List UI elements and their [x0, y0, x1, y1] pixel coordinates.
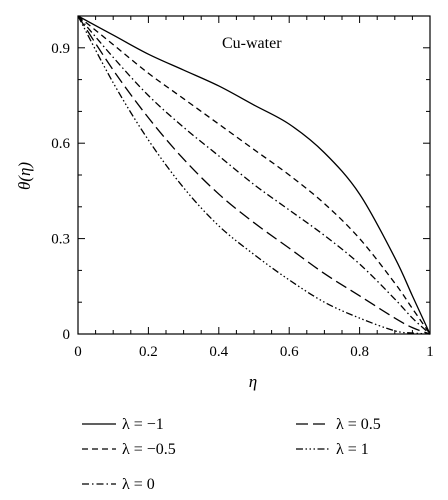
series-line-1: [77, 15, 431, 335]
legend: λ = −1 λ = −0.5 λ = 0 λ = 0.5 λ = 1: [82, 416, 381, 493]
x-tick-label: 0.4: [209, 344, 228, 360]
y-tick-label: 0: [63, 327, 71, 343]
chart-annotation: Cu-water: [222, 35, 282, 52]
x-tick-label: 0.6: [280, 344, 299, 360]
plot-frame: [77, 15, 431, 335]
x-tick-label: 0: [74, 344, 82, 360]
y-tick-label: 0.3: [51, 232, 70, 248]
x-tick-label: 1: [426, 344, 434, 360]
legend-label-2: λ = −0.5: [122, 441, 176, 458]
legend-label-5: λ = 1: [336, 441, 369, 458]
y-axis-label: θ(η): [15, 162, 34, 190]
x-tick-label: 0.2: [139, 344, 158, 360]
plot-layer: [77, 15, 431, 335]
legend-label-4: λ = 0.5: [336, 416, 381, 433]
series-line-2: [77, 15, 431, 335]
y-tick-label: 0.6: [51, 136, 70, 152]
series-line-3: [77, 15, 431, 335]
series-line-5: [77, 15, 431, 335]
legend-label-3: λ = 0: [122, 476, 155, 493]
series-line-4: [77, 15, 431, 335]
legend-label-1: λ = −1: [122, 416, 164, 433]
y-tick-label: 0.9: [51, 41, 70, 57]
x-tick-label: 0.8: [350, 344, 369, 360]
axis-layer: 0 0.2 0.4 0.6 0.8 1 0 0.3 0.6 0.9: [51, 15, 434, 360]
x-axis-label: η: [249, 372, 257, 391]
